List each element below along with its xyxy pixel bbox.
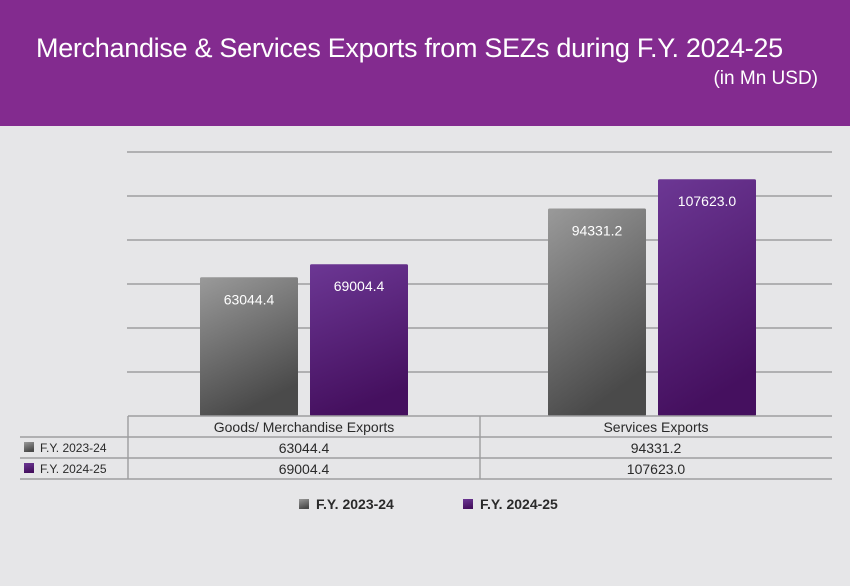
- bar-value-label: 94331.2: [572, 222, 623, 238]
- bar-services-exports-f-y-2024-25: [658, 179, 756, 416]
- bar-goods-merchandise-exports-f-y-2024-25: [310, 264, 408, 416]
- table-cell-2023-24-goods: 63044.4: [279, 440, 330, 456]
- legend-label-2023-24: F.Y. 2023-24: [316, 496, 394, 512]
- table-cell-2024-25-services: 107623.0: [627, 461, 686, 477]
- table-header-goods: Goods/ Merchandise Exports: [214, 419, 395, 435]
- legend-swatch-2023-24: [299, 499, 309, 509]
- table-header-services: Services Exports: [603, 419, 708, 435]
- bar-goods-merchandise-exports-f-y-2023-24: [200, 277, 298, 416]
- table-legend-key-2024-25: [24, 463, 34, 473]
- data-table: Goods/ Merchandise Exports Services Expo…: [20, 415, 832, 480]
- legend: F.Y. 2023-24 F.Y. 2024-25: [299, 496, 558, 512]
- legend-label-2024-25: F.Y. 2024-25: [480, 496, 558, 512]
- table-row-label-2023-24: F.Y. 2023-24: [40, 441, 107, 455]
- header-banner: Merchandise & Services Exports from SEZs…: [0, 0, 850, 126]
- bar-value-label: 69004.4: [334, 278, 385, 294]
- table-cell-2024-25-goods: 69004.4: [279, 461, 330, 477]
- bar-value-label: 107623.0: [678, 193, 737, 209]
- chart-subtitle: (in Mn USD): [713, 68, 818, 89]
- table-cell-2023-24-services: 94331.2: [631, 440, 682, 456]
- legend-swatch-2024-25: [463, 499, 473, 509]
- bar-value-label: 63044.4: [224, 291, 275, 307]
- bar-services-exports-f-y-2023-24: [548, 208, 646, 416]
- table-row-label-2024-25: F.Y. 2024-25: [40, 462, 107, 476]
- chart-title: Merchandise & Services Exports from SEZs…: [36, 33, 783, 63]
- bars-group: 63044.4 69004.4 94331.2 107623.0: [200, 179, 756, 416]
- table-legend-key-2023-24: [24, 442, 34, 452]
